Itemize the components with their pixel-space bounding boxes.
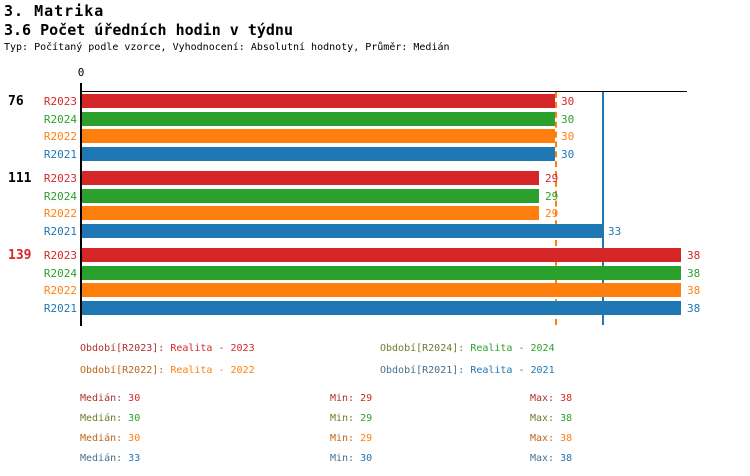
bar-76-R2023 — [82, 94, 555, 108]
stat-value: 38 — [560, 393, 573, 404]
bar-value-label: 30 — [561, 130, 575, 143]
bar-row-label-R2024: R2024 — [43, 113, 77, 126]
bar-value-label: 30 — [561, 113, 575, 126]
stat-value: 29 — [360, 413, 373, 424]
stat-value: 38 — [560, 433, 573, 444]
bar-row-label-R2023: R2023 — [43, 249, 77, 262]
stat-min-R2024: Min: 29 — [330, 413, 372, 425]
bar-value-label: 29 — [545, 172, 559, 185]
stat-min-R2021: Min: 30 — [330, 453, 372, 465]
stat-median-R2022: Medián: 30 — [80, 433, 140, 445]
stat-max-R2023: Max: 38 — [530, 393, 572, 405]
legend-item-R2023: Období[R2023]: Realita - 2023 — [80, 343, 255, 355]
stat-value: 29 — [360, 393, 373, 404]
bar-76-R2022 — [82, 129, 555, 143]
bar-row-label-R2022: R2022 — [43, 130, 77, 143]
legend-item-R2021: Období[R2021]: Realita - 2021 — [380, 365, 555, 377]
bar-value-label: 33 — [608, 225, 622, 238]
page-title: 3. Matrika — [4, 2, 105, 20]
stat-label: Max: — [530, 453, 561, 464]
stat-max-R2024: Max: 38 — [530, 413, 572, 425]
stat-min-R2022: Min: 29 — [330, 433, 372, 445]
bar-row-label-R2022: R2022 — [43, 284, 77, 297]
stat-max-R2021: Max: 38 — [530, 453, 572, 465]
bar-row-label-R2023: R2023 — [43, 172, 77, 185]
stat-max-R2022: Max: 38 — [530, 433, 572, 445]
legend-item-R2022: Období[R2022]: Realita - 2022 — [80, 365, 255, 377]
bar-row-label-R2022: R2022 — [43, 207, 77, 220]
group-label-139: 139 — [8, 248, 32, 263]
stat-label: Medián: — [80, 393, 129, 404]
legend-item-label: Období[R2024]: — [380, 343, 471, 354]
reference-line-33 — [602, 92, 604, 325]
bar-value-label: 30 — [561, 148, 575, 161]
legend-item-value: Realita - 2022 — [170, 365, 255, 376]
reference-line-30 — [555, 92, 557, 325]
bar-value-label: 29 — [545, 190, 559, 203]
legend-item-value: Realita - 2024 — [470, 343, 555, 354]
bar-row-label-R2023: R2023 — [43, 95, 77, 108]
stat-label: Max: — [530, 413, 561, 424]
legend-item-label: Období[R2023]: — [80, 343, 171, 354]
bar-row-label-R2024: R2024 — [43, 190, 77, 203]
stat-min-R2023: Min: 29 — [330, 393, 372, 405]
bar-value-label: 38 — [687, 284, 701, 297]
stat-label: Medián: — [80, 453, 129, 464]
stat-value: 30 — [360, 453, 373, 464]
bar-76-R2024 — [82, 112, 555, 126]
bar-row-label-R2024: R2024 — [43, 267, 77, 280]
bar-139-R2023 — [82, 248, 681, 262]
legend-item-value: Realita - 2021 — [470, 365, 555, 376]
legend-item-label: Období[R2022]: — [80, 365, 171, 376]
stat-median-R2024: Medián: 30 — [80, 413, 140, 425]
x-axis-line — [81, 91, 687, 92]
legend-item-label: Období[R2021]: — [380, 365, 471, 376]
bar-76-R2021 — [82, 147, 555, 161]
stat-median-R2021: Medián: 33 — [80, 453, 140, 465]
bar-139-R2022 — [82, 283, 681, 297]
stat-value: 38 — [560, 453, 573, 464]
bar-111-R2023 — [82, 171, 539, 185]
bar-row-label-R2021: R2021 — [43, 148, 77, 161]
chart-title: 3.6 Počet úředních hodin v týdnu — [4, 21, 293, 39]
bar-value-label: 38 — [687, 249, 701, 262]
stat-label: Min: — [330, 413, 361, 424]
stat-value: 30 — [128, 433, 141, 444]
bar-row-label-R2021: R2021 — [43, 225, 77, 238]
legend-item-R2024: Období[R2024]: Realita - 2024 — [380, 343, 555, 355]
stat-label: Medián: — [80, 433, 129, 444]
stat-value: 29 — [360, 433, 373, 444]
stat-label: Min: — [330, 393, 361, 404]
stat-value: 30 — [128, 393, 141, 404]
bar-139-R2021 — [82, 301, 681, 315]
stat-value: 33 — [128, 453, 141, 464]
stat-value: 30 — [128, 413, 141, 424]
bar-value-label: 29 — [545, 207, 559, 220]
stat-median-R2023: Medián: 30 — [80, 393, 140, 405]
bar-value-label: 38 — [687, 302, 701, 315]
bar-111-R2022 — [82, 206, 539, 220]
stat-label: Max: — [530, 433, 561, 444]
stat-value: 38 — [560, 413, 573, 424]
chart-meta-line: Typ: Počítaný podle vzorce, Vyhodnocení:… — [4, 42, 450, 53]
x-axis-zero-tick-label: 0 — [77, 66, 85, 79]
bar-111-R2021 — [82, 224, 602, 238]
group-label-111: 111 — [8, 171, 32, 186]
bar-value-label: 38 — [687, 267, 701, 280]
y-axis-line — [80, 83, 82, 326]
bar-row-label-R2021: R2021 — [43, 302, 77, 315]
bar-111-R2024 — [82, 189, 539, 203]
stat-label: Medián: — [80, 413, 129, 424]
bar-139-R2024 — [82, 266, 681, 280]
bar-value-label: 30 — [561, 95, 575, 108]
group-label-76: 76 — [8, 94, 24, 109]
stat-label: Min: — [330, 453, 361, 464]
stat-label: Max: — [530, 393, 561, 404]
stat-label: Min: — [330, 433, 361, 444]
legend-item-value: Realita - 2023 — [170, 343, 255, 354]
